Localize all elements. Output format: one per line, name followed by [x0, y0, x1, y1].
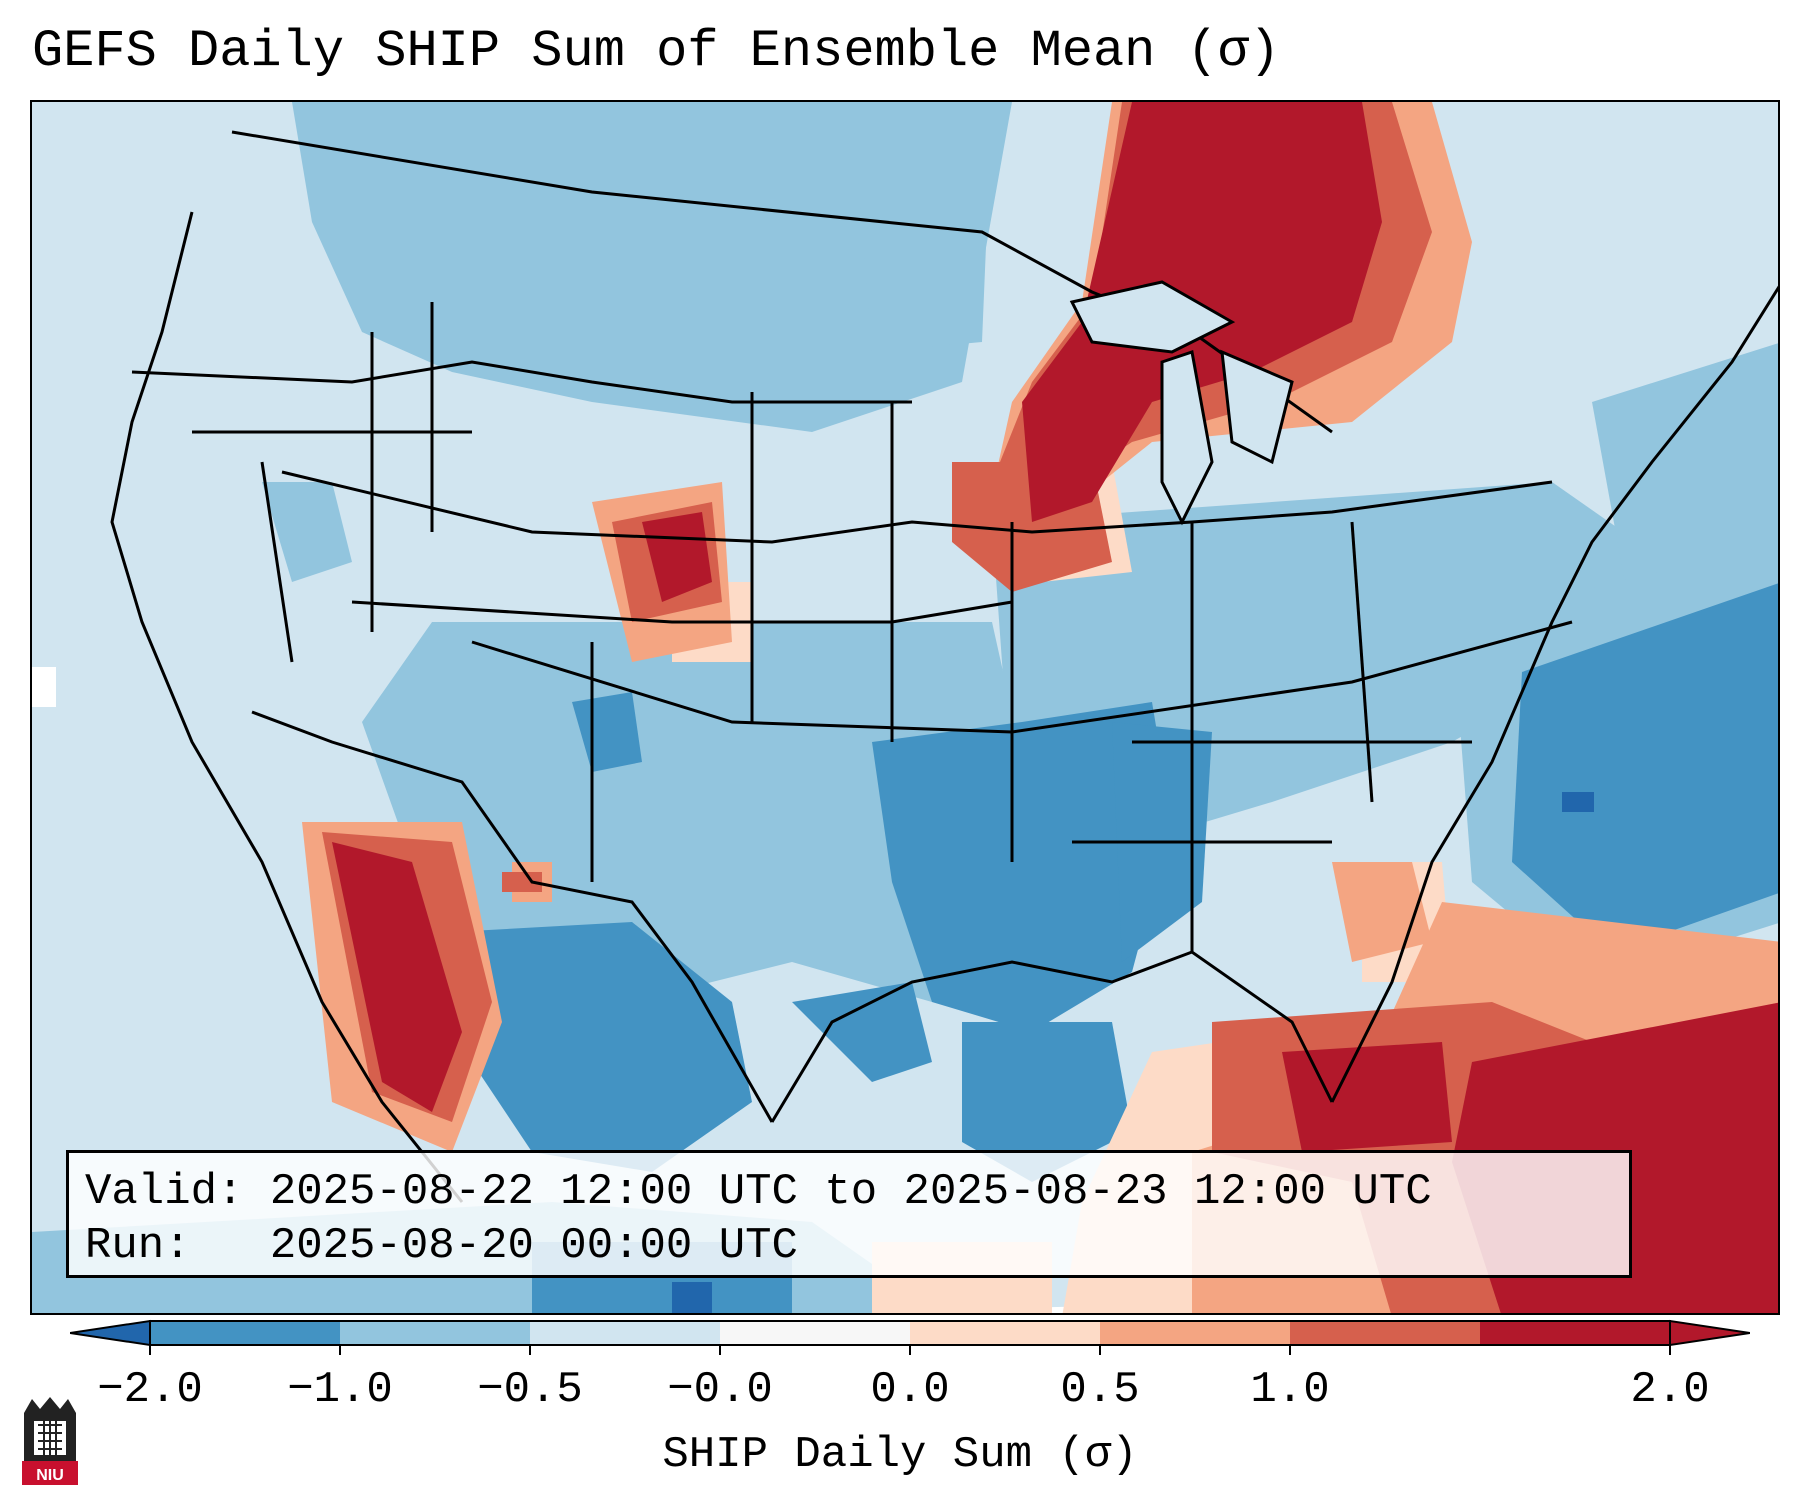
- strong-negative-regions: [452, 583, 1778, 1313]
- colorbar-under-arrow: [70, 1319, 151, 1347]
- colorbar-segment: [340, 1321, 531, 1345]
- colorbar-tick-label: −1.0: [287, 1365, 393, 1415]
- colorbar-over-arrow: [1669, 1319, 1750, 1347]
- niu-logo: NIU: [22, 1397, 78, 1485]
- colorbar-segments: [150, 1321, 1671, 1345]
- colorbar-tick-label: −0.5: [477, 1365, 583, 1415]
- colorbar-segment: [1100, 1321, 1291, 1345]
- logo-text: NIU: [36, 1467, 64, 1484]
- extreme-negative-cell: [1562, 792, 1594, 812]
- map-panel[interactable]: [30, 100, 1780, 1315]
- run-value: 2025-08-20 00:00 UTC: [269, 1221, 798, 1271]
- colorbar-tick-label: −2.0: [97, 1365, 203, 1415]
- valid-label: Valid:: [85, 1167, 244, 1217]
- colorbar-tick-label: −0.0: [667, 1365, 773, 1415]
- gulf-coast: [770, 950, 1334, 1123]
- colorbar-tick-label: 0.0: [870, 1365, 950, 1415]
- lake-michigan: [1160, 350, 1214, 526]
- boundary-lines: [110, 130, 1778, 1203]
- colorbar-segment: [720, 1321, 911, 1345]
- colorbar-outline: [149, 1320, 1671, 1346]
- mexico-border: [251, 710, 774, 1123]
- colorbar-segment: [150, 1321, 341, 1345]
- map-blank-patch: [32, 667, 56, 707]
- map-title: GEFS Daily SHIP Sum of Ensemble Mean (σ): [32, 22, 1281, 81]
- lake-superior: [1069, 280, 1236, 354]
- us-canada-border: [231, 130, 1333, 434]
- colorbar-tick-label: 0.5: [1060, 1365, 1140, 1415]
- great-lakes: [1069, 280, 1294, 526]
- ship-anomaly-map: [32, 102, 1778, 1313]
- extreme-negative-cell-2: [672, 1282, 712, 1313]
- east-coast: [1330, 285, 1778, 1103]
- colorbar-segment: [530, 1321, 721, 1345]
- valid-run-box: Valid: 2025-08-22 12:00 UTC to 2025-08-2…: [66, 1150, 1632, 1278]
- valid-value: 2025-08-22 12:00 UTC to 2025-08-23 12:00…: [269, 1167, 1432, 1217]
- colorbar-segment: [910, 1321, 1101, 1345]
- colorbar-segment: [1480, 1321, 1671, 1345]
- colorbar-tick-label: 2.0: [1630, 1365, 1710, 1415]
- run-label: Run:: [85, 1221, 191, 1271]
- colorbar-tick-label: 1.0: [1250, 1365, 1330, 1415]
- west-coast: [110, 211, 464, 1203]
- colorbar-segment: [1290, 1321, 1481, 1345]
- colorbar-ticks: [149, 1345, 1671, 1355]
- colorbar-label: SHIP Daily Sum (σ): [662, 1430, 1138, 1480]
- colorbar: [70, 1319, 1750, 1355]
- lake-huron: [1220, 349, 1294, 465]
